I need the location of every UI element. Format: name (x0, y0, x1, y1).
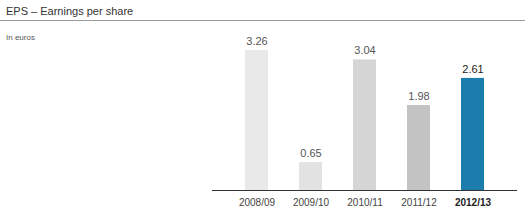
svg-text:3.26: 3.26 (246, 35, 267, 47)
svg-text:2.61: 2.61 (462, 63, 483, 75)
svg-text:0.65: 0.65 (300, 147, 321, 159)
svg-text:2012/13: 2012/13 (455, 197, 492, 208)
svg-text:1.98: 1.98 (408, 90, 429, 102)
svg-text:3.04: 3.04 (354, 44, 375, 56)
html-text:EPS – Earnings per share: EPS – Earnings per share (6, 5, 134, 17)
svg-text:2010/11: 2010/11 (347, 197, 383, 208)
svg-text:2009/10: 2009/10 (293, 197, 330, 208)
svg-text:2011/12: 2011/12 (401, 197, 437, 208)
html-text:In euros: In euros (6, 33, 35, 42)
svg-text:2008/09: 2008/09 (239, 197, 276, 208)
